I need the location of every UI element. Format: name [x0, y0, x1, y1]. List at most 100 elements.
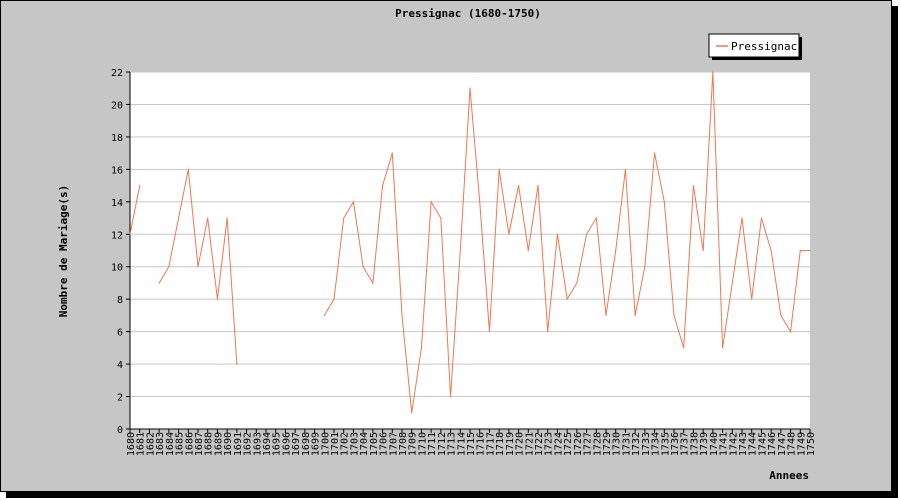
data-point — [644, 266, 646, 268]
legend-box — [708, 33, 800, 58]
x-tick-label: 1708 — [398, 432, 409, 456]
data-point — [673, 314, 675, 317]
y-tick-label: 18 — [111, 133, 123, 144]
x-tick-label: 1696 — [281, 432, 292, 456]
data-point — [809, 249, 811, 252]
data-point — [741, 217, 743, 219]
data-point — [226, 217, 228, 219]
x-tick-label: 1734 — [651, 432, 662, 456]
x-tick-label: 1705 — [369, 432, 380, 456]
x-tick-label: 1707 — [388, 432, 399, 456]
y-tick-label: 0 — [117, 425, 123, 436]
data-point — [139, 184, 141, 187]
data-point — [799, 249, 801, 252]
y-tick-label: 22 — [111, 68, 123, 79]
x-tick-label: 1695 — [272, 432, 283, 456]
data-point — [517, 184, 520, 187]
series-layer — [129, 71, 811, 414]
data-point — [333, 298, 335, 300]
x-tick-label: 1693 — [252, 432, 263, 456]
x-tick-label: 1686 — [184, 432, 195, 456]
x-tick-label: 1723 — [544, 432, 555, 456]
data-point — [721, 347, 724, 349]
data-point — [731, 282, 733, 284]
x-tick-label: 1700 — [320, 432, 331, 456]
x-tick-label: 1702 — [340, 432, 351, 456]
x-tick-label: 1721 — [524, 432, 535, 456]
data-point — [323, 314, 325, 317]
data-point — [420, 347, 423, 349]
x-tick-label: 1737 — [680, 432, 691, 456]
x-tick-label: 1729 — [602, 432, 613, 456]
y-axis-title: Nombre de Mariage(s) — [57, 185, 70, 317]
data-point — [362, 266, 364, 268]
x-tick-label: 1730 — [612, 432, 623, 456]
x-tick-label: 1712 — [437, 432, 448, 456]
data-point — [683, 347, 685, 349]
data-point — [216, 298, 219, 300]
data-point — [615, 249, 617, 252]
x-tick-label: 1720 — [515, 432, 526, 456]
data-point — [692, 184, 695, 187]
x-tick-label: 1750 — [806, 432, 817, 456]
data-point — [343, 217, 345, 219]
x-tick-label: 1701 — [330, 432, 341, 456]
x-tick-label: 1726 — [573, 432, 584, 456]
x-tick-label: 1736 — [670, 432, 681, 456]
x-tick-label: 1727 — [583, 432, 594, 456]
data-point — [440, 217, 442, 219]
x-tick-label: 1719 — [505, 432, 516, 456]
x-tick-label: 1717 — [485, 432, 496, 456]
data-point — [527, 249, 529, 252]
x-tick-label: 1704 — [359, 432, 370, 456]
y-tick-label: 2 — [117, 393, 123, 404]
data-point — [177, 217, 180, 219]
x-tick-label: 1732 — [631, 432, 642, 456]
x-tick-label: 1745 — [757, 432, 768, 456]
data-point — [585, 233, 588, 235]
x-axis-title: Annees — [769, 469, 809, 482]
x-tick-label: 1690 — [223, 432, 234, 456]
x-tick-label: 1691 — [233, 432, 244, 456]
data-point — [381, 184, 384, 187]
x-tick-label: 1684 — [165, 432, 176, 456]
x-tick-label: 1724 — [553, 432, 564, 456]
data-point — [449, 395, 452, 398]
chart-title: Pressignac (1680-1750) — [395, 7, 541, 20]
data-point — [653, 152, 656, 154]
x-tick-label: 1741 — [719, 432, 730, 456]
x-tick-label: 1718 — [495, 432, 506, 456]
data-point — [760, 217, 763, 219]
data-point — [372, 282, 374, 284]
x-tick-label: 1697 — [291, 432, 302, 456]
x-tick-label: 1698 — [301, 432, 312, 456]
data-point — [547, 331, 549, 333]
y-tick-label: 8 — [117, 295, 123, 306]
data-point — [129, 233, 131, 235]
x-tick-label: 1683 — [155, 432, 166, 456]
x-tick-label: 1681 — [136, 432, 147, 456]
x-tick-label: 1685 — [175, 432, 186, 456]
x-tick-label: 1742 — [728, 432, 739, 456]
data-point — [236, 363, 238, 365]
x-tick-label: 1747 — [777, 432, 788, 456]
x-tick-label: 1687 — [194, 432, 205, 456]
data-point — [498, 168, 500, 170]
data-point — [702, 249, 704, 252]
grid — [130, 71, 810, 398]
data-point — [508, 233, 510, 235]
data-point — [566, 298, 568, 300]
x-tick-label: 1739 — [699, 432, 710, 456]
data-point — [488, 331, 491, 333]
data-point — [391, 152, 393, 154]
data-point — [780, 314, 782, 317]
x-tick-label: 1713 — [447, 432, 458, 456]
y-tick-label: 20 — [111, 100, 123, 111]
x-tick-label: 1680 — [126, 432, 137, 456]
legend: Pressignac — [708, 33, 802, 60]
data-point — [352, 201, 355, 203]
y-tick-label: 6 — [117, 328, 123, 339]
y-tick-label: 16 — [111, 165, 123, 176]
x-tick-label: 1688 — [204, 432, 215, 456]
y-tick-label: 14 — [111, 198, 123, 209]
